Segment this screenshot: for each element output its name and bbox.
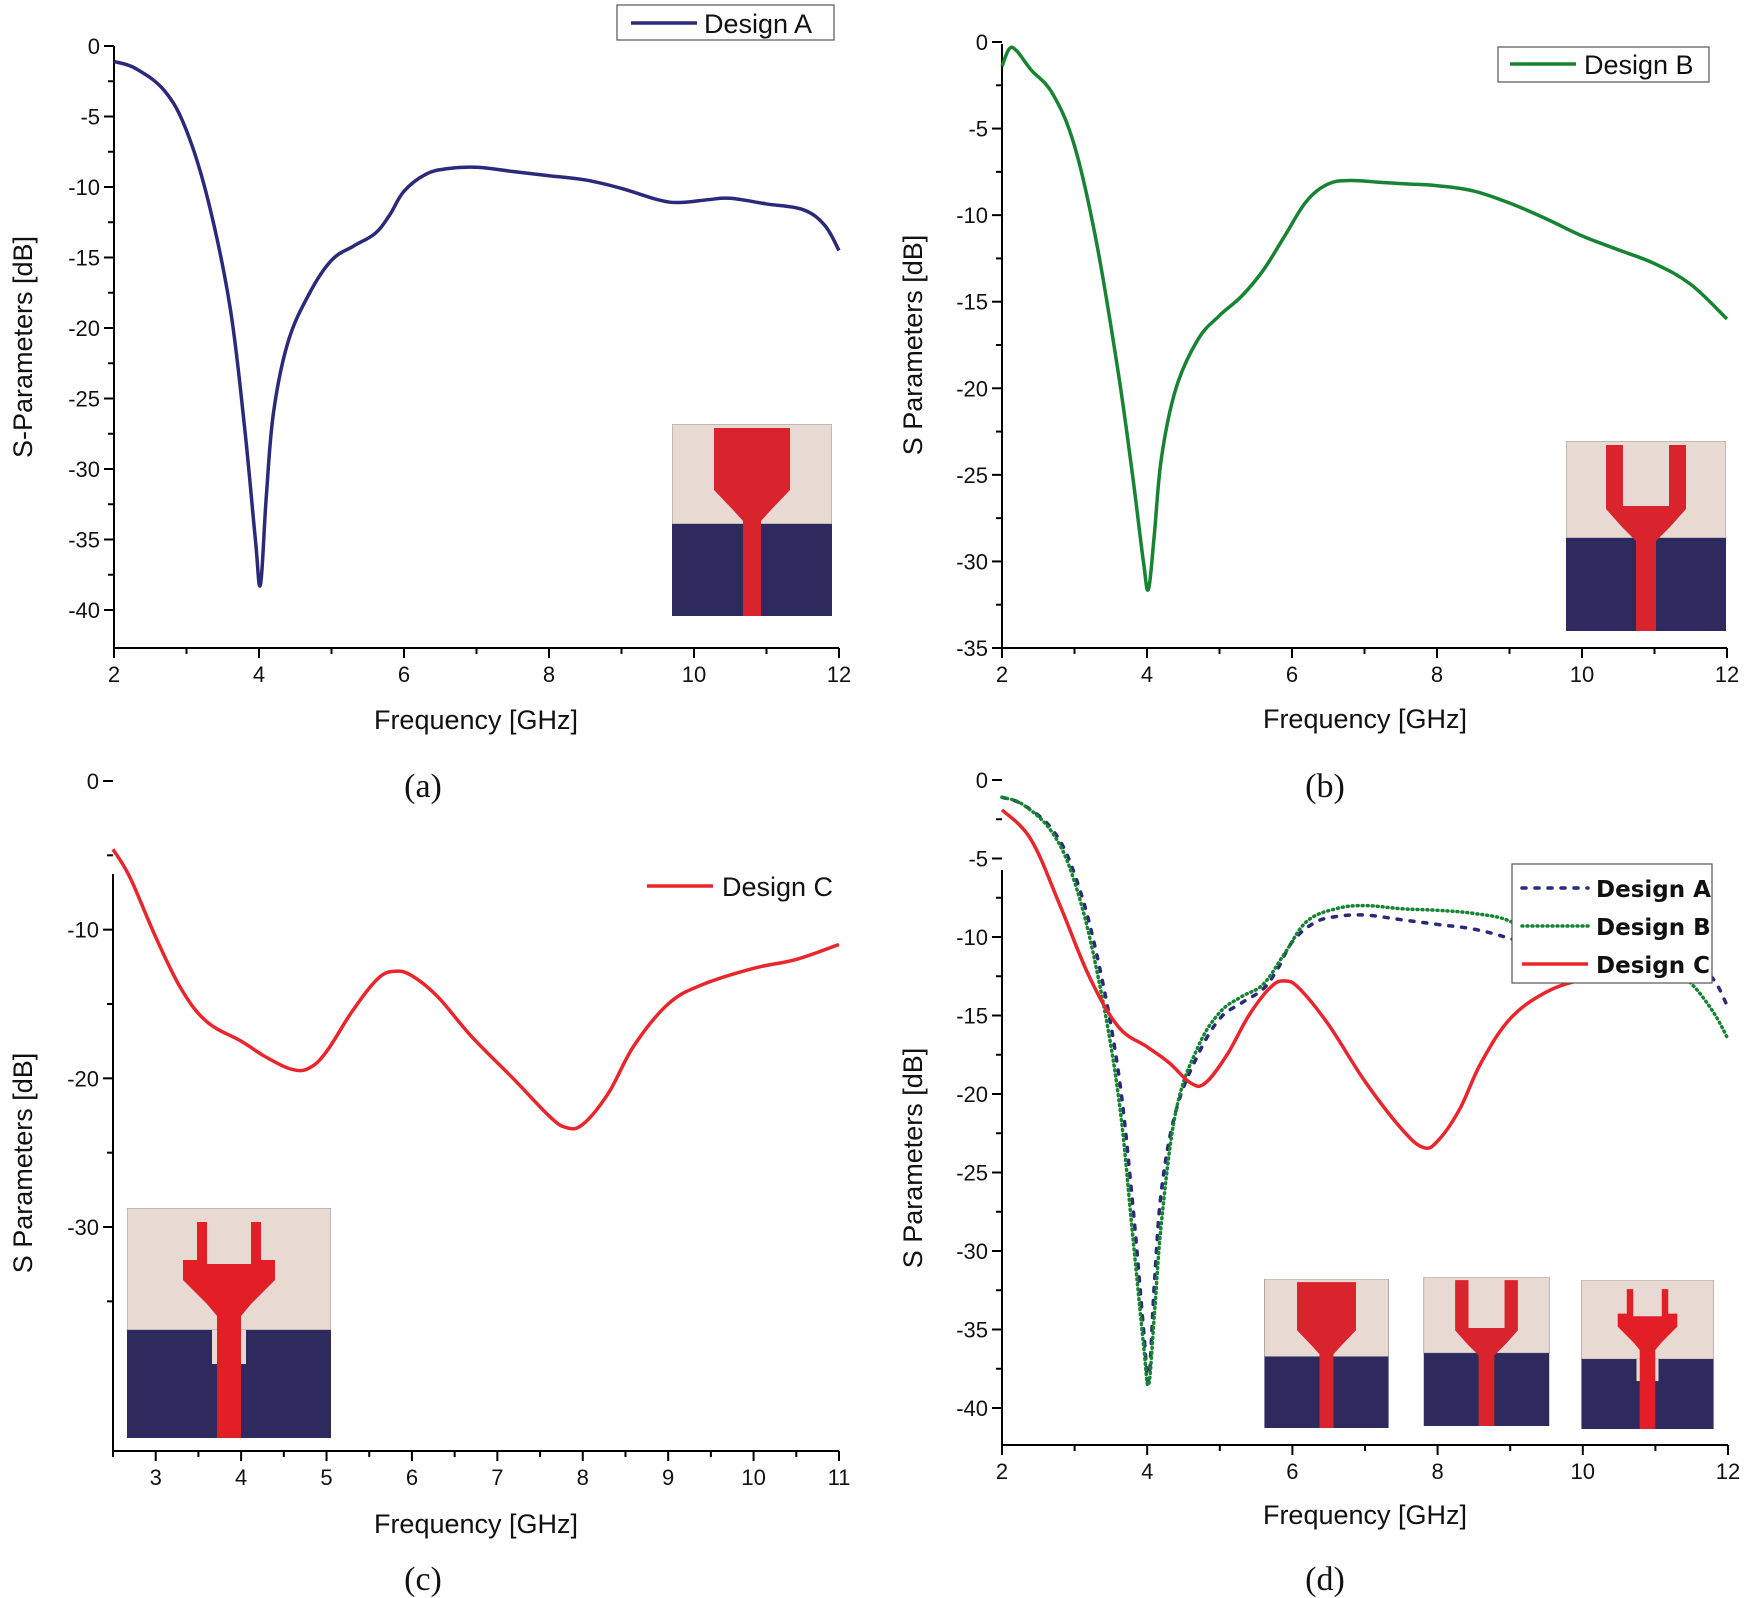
y-tick-label: -40 bbox=[68, 598, 100, 623]
legend-b: Design B bbox=[1497, 46, 1710, 83]
legend-label-design-c: Design C bbox=[722, 872, 833, 902]
legend-label-design-b: Design B bbox=[1596, 915, 1711, 941]
x-tick-label: 9 bbox=[662, 1465, 674, 1490]
y-tick-label: -35 bbox=[956, 1318, 988, 1343]
x-tick-label: 6 bbox=[1286, 1459, 1298, 1484]
x-axis-title-b: Frequency [GHz] bbox=[1263, 704, 1467, 734]
series-line-design-c-solid bbox=[1000, 808, 1686, 1151]
ticks-c: 3 4 5 6 7 8 9 10 11 0 -10 -20 -30 bbox=[67, 769, 850, 1490]
antenna-inset-design-c bbox=[127, 1208, 331, 1438]
legend-label-design-a: Design A bbox=[1596, 877, 1711, 903]
x-tick-label: 2 bbox=[996, 662, 1008, 687]
legend-label-design-a: Design A bbox=[704, 9, 812, 39]
antenna-inset-design-a bbox=[672, 424, 832, 616]
x-tick-label: 8 bbox=[1431, 662, 1443, 687]
caption-c: (c) bbox=[404, 1561, 442, 1598]
y-tick-label: 0 bbox=[88, 34, 100, 59]
caption-d: (d) bbox=[1305, 1561, 1345, 1598]
y-axis-title-b: S Parameters [dB] bbox=[898, 235, 928, 456]
panel-a: 2 4 6 8 10 12 0 -5 -10 -15 -20 -25 -30 -35 -40 Design … bbox=[8, 4, 851, 805]
y-tick-label: -5 bbox=[80, 105, 100, 130]
y-tick-label: -20 bbox=[67, 1066, 99, 1091]
antenna-inset-design-c-small bbox=[1581, 1280, 1714, 1429]
x-tick-label: 2 bbox=[108, 662, 120, 687]
y-tick-label: -35 bbox=[68, 528, 100, 553]
antenna-inset-design-a-small bbox=[1263, 1279, 1390, 1428]
x-tick-label: 12 bbox=[1716, 1459, 1740, 1484]
x-tick-label: 5 bbox=[320, 1465, 332, 1490]
x-tick-label: 10 bbox=[682, 662, 706, 687]
ticks-a: 2 4 6 8 10 12 0 -5 -10 -15 -20 -25 -30 -35 -40 bbox=[68, 34, 851, 687]
y-tick-label: 0 bbox=[976, 30, 988, 55]
y-tick-label: -40 bbox=[956, 1396, 988, 1421]
y-tick-label: 0 bbox=[87, 769, 99, 794]
y-axis-title-d: S Parameters [dB] bbox=[898, 1048, 928, 1269]
x-axis-title-c: Frequency [GHz] bbox=[374, 1509, 578, 1539]
legend-d: Design A Design B Design C bbox=[1511, 863, 1713, 984]
x-tick-label: 3 bbox=[150, 1465, 162, 1490]
panel-d: 2 4 6 8 10 12 0 -5 -10 -15 -20 -25 -30 -35 -40 Design … bbox=[898, 768, 1740, 1598]
y-tick-label: -30 bbox=[67, 1215, 99, 1240]
y-tick-label: -25 bbox=[956, 463, 988, 488]
y-tick-label: -15 bbox=[956, 1004, 988, 1029]
x-tick-label: 6 bbox=[406, 1465, 418, 1490]
y-tick-label: 0 bbox=[976, 768, 988, 793]
x-axis-title-d: Frequency [GHz] bbox=[1263, 1500, 1467, 1530]
y-axis-title-a: S-Parameters [dB] bbox=[8, 236, 38, 458]
series-line-design-b-dotted bbox=[1000, 795, 1730, 1388]
y-tick-label: -20 bbox=[956, 376, 988, 401]
x-tick-label: 8 bbox=[543, 662, 555, 687]
panel-b: 2 4 6 8 10 12 0 -5 -10 -15 -20 -25 -30 -35 Design B F… bbox=[898, 30, 1739, 805]
x-tick-label: 4 bbox=[1141, 1459, 1153, 1484]
y-tick-label: -20 bbox=[956, 1082, 988, 1107]
antenna-inset-design-b-small bbox=[1423, 1277, 1550, 1426]
y-tick-label: -20 bbox=[68, 316, 100, 341]
x-tick-label: 4 bbox=[253, 662, 265, 687]
series-line-design-b bbox=[1000, 45, 1729, 592]
x-tick-label: 10 bbox=[1570, 662, 1594, 687]
x-tick-label: 6 bbox=[1286, 662, 1298, 687]
antenna-inset-design-b bbox=[1566, 441, 1726, 631]
x-tick-label: 2 bbox=[996, 1459, 1008, 1484]
y-tick-label: -10 bbox=[956, 925, 988, 950]
x-tick-label: 12 bbox=[827, 662, 851, 687]
y-tick-label: -5 bbox=[968, 117, 988, 142]
x-tick-label: 6 bbox=[398, 662, 410, 687]
ticks-d: 2 4 6 8 10 12 0 -5 -10 -15 -20 -25 -30 -35 -40 bbox=[956, 768, 1740, 1484]
x-axis-title-a: Frequency [GHz] bbox=[374, 705, 578, 735]
legend-label-design-c: Design C bbox=[1596, 953, 1710, 979]
y-tick-label: -30 bbox=[956, 549, 988, 574]
legend-label-design-b: Design B bbox=[1584, 50, 1694, 80]
x-tick-label: 8 bbox=[577, 1465, 589, 1490]
x-tick-label: 12 bbox=[1715, 662, 1739, 687]
caption-b: (b) bbox=[1305, 768, 1345, 805]
y-tick-label: -25 bbox=[68, 387, 100, 412]
y-tick-label: -15 bbox=[68, 246, 100, 271]
y-axis-title-c: S Parameters [dB] bbox=[8, 1053, 38, 1274]
series-line-design-a bbox=[113, 59, 841, 588]
y-tick-label: -15 bbox=[956, 290, 988, 315]
y-tick-label: -30 bbox=[956, 1239, 988, 1264]
x-tick-label: 7 bbox=[491, 1465, 503, 1490]
x-tick-label: 10 bbox=[741, 1465, 765, 1490]
y-tick-label: -10 bbox=[68, 175, 100, 200]
y-tick-label: -10 bbox=[956, 203, 988, 228]
ticks-b: 2 4 6 8 10 12 0 -5 -10 -15 -20 -25 -30 -35 bbox=[956, 30, 1739, 687]
x-tick-label: 4 bbox=[235, 1465, 247, 1490]
legend-c: Design C bbox=[647, 872, 833, 902]
legend-a: Design A bbox=[616, 4, 835, 41]
y-tick-label: -5 bbox=[968, 847, 988, 872]
panel-c: 3 4 5 6 7 8 9 10 11 0 -10 -20 -30 Design C Frequency… bbox=[8, 769, 850, 1598]
y-tick-label: -35 bbox=[956, 636, 988, 661]
y-tick-label: -25 bbox=[956, 1161, 988, 1186]
x-tick-label: 11 bbox=[828, 1465, 851, 1490]
y-tick-label: -30 bbox=[68, 457, 100, 482]
y-tick-label: -10 bbox=[67, 918, 99, 943]
caption-a: (a) bbox=[404, 768, 442, 805]
x-tick-label: 8 bbox=[1431, 1459, 1443, 1484]
x-tick-label: 10 bbox=[1571, 1459, 1595, 1484]
series-line-design-c bbox=[111, 848, 840, 1131]
x-tick-label: 4 bbox=[1141, 662, 1153, 687]
